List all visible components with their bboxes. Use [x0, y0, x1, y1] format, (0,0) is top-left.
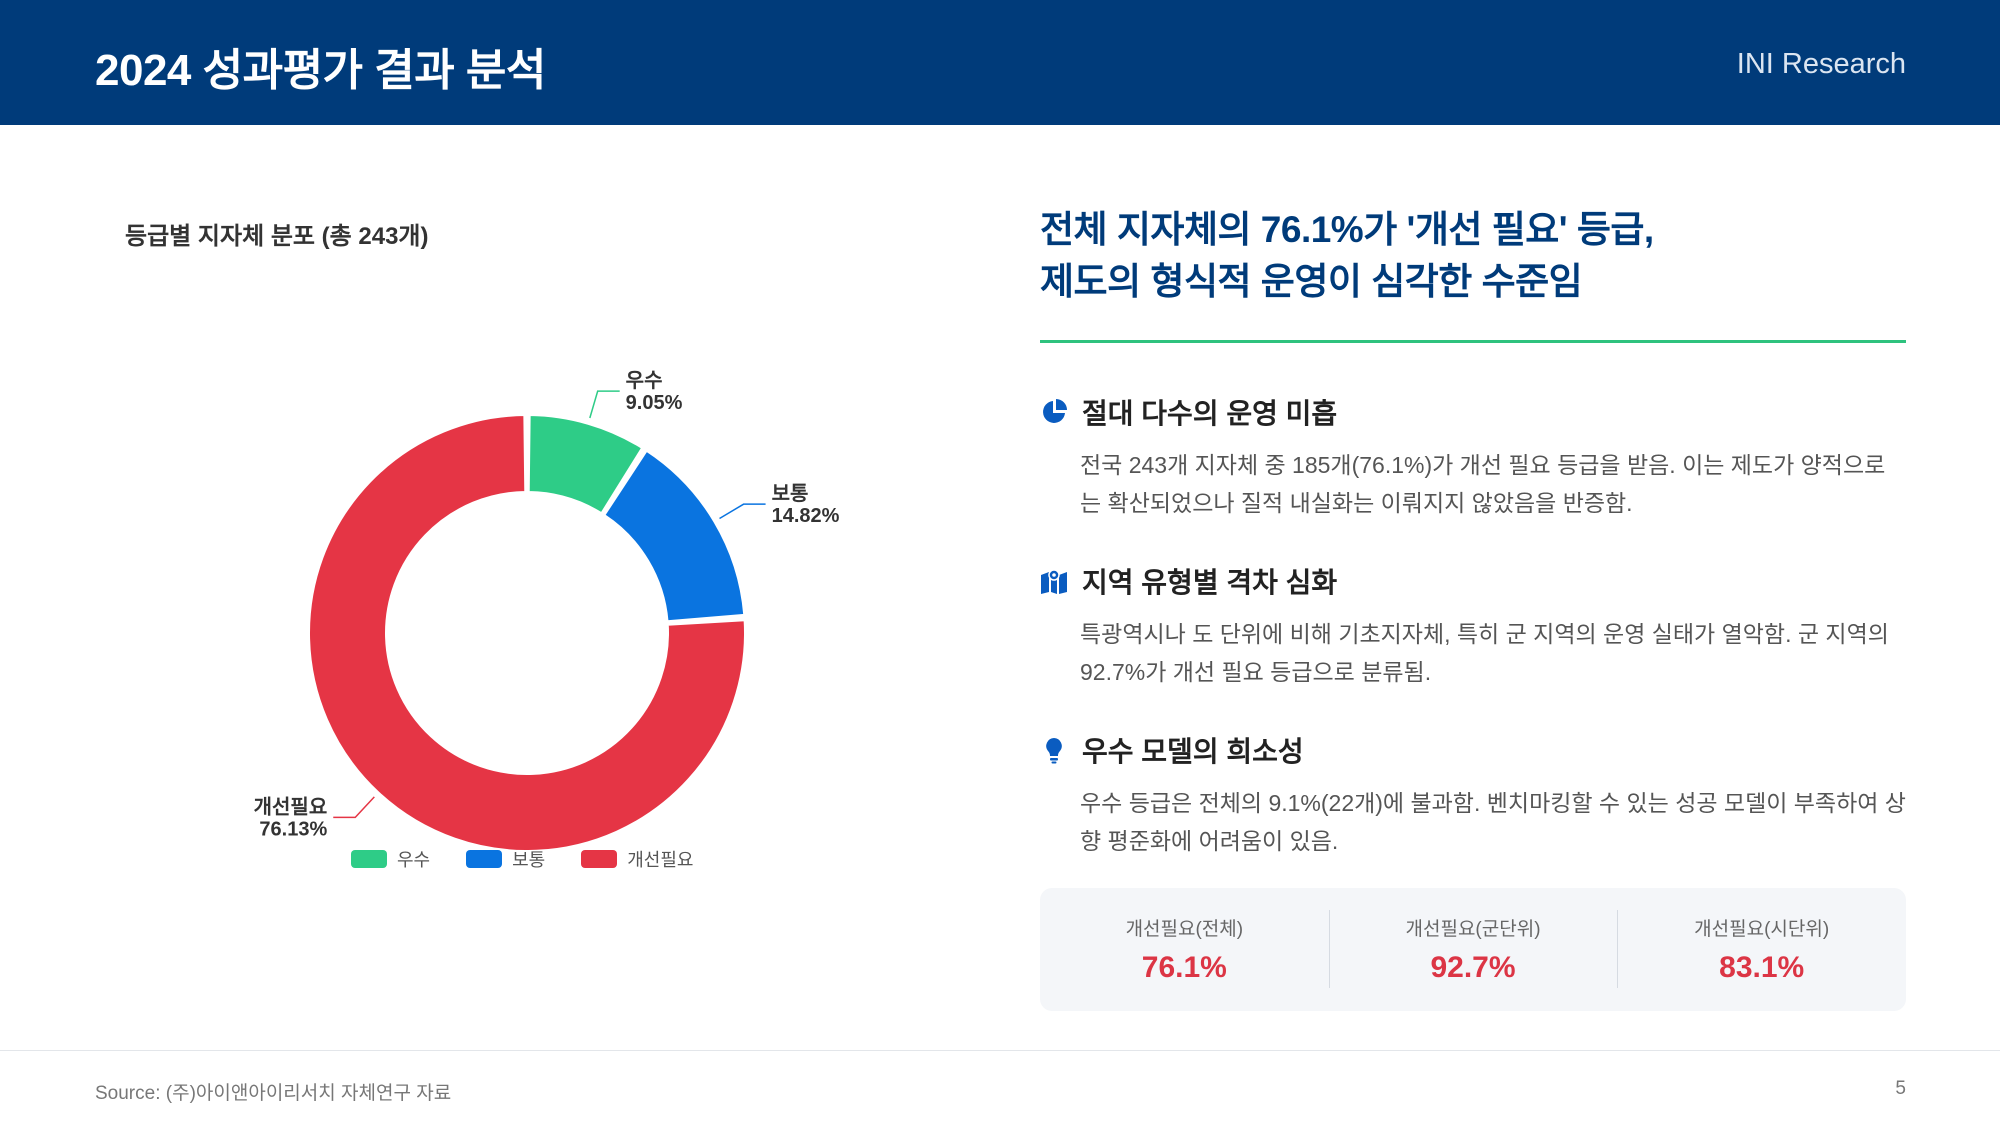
- pie-chart-icon: [1040, 398, 1068, 426]
- chart-legend: 우수 보통 개선필요: [351, 846, 694, 872]
- slice-value-label: 76.13%: [259, 818, 327, 840]
- insight-point-3: 우수 모델의 희소성 우수 등급은 전체의 9.1%(22개)에 불과함. 벤치…: [1040, 730, 1906, 860]
- chart-title: 등급별 지자체 분포 (총 243개): [125, 223, 429, 250]
- slice-category-label: 우수: [626, 369, 663, 392]
- stat-label: 개선필요(시단위): [1694, 919, 1830, 940]
- point-title: 우수 모델의 희소성: [1082, 736, 1304, 767]
- stat-overall: 개선필요(전체) 76.1%: [1040, 914, 1329, 985]
- legend-item-needs-improvement: 개선필요: [581, 846, 694, 872]
- lightbulb-icon: [1040, 736, 1068, 764]
- divider: [1040, 340, 1906, 343]
- point-body: 우수 등급은 전체의 9.1%(22개)에 불과함. 벤치마킹할 수 있는 성공…: [1080, 790, 1906, 854]
- legend-label: 보통: [512, 850, 546, 870]
- map-icon: [1040, 567, 1068, 595]
- legend-item-excellent: 우수: [351, 846, 430, 872]
- header-bar: 2024 성과평가 결과 분석 INI Research: [0, 0, 2000, 125]
- slice-value-label: 14.82%: [772, 505, 840, 527]
- footer-divider: [0, 1050, 2000, 1051]
- point-body: 전국 243개 지자체 중 185개(76.1%)가 개선 필요 등급을 받음.…: [1080, 452, 1886, 516]
- label-leader-line: [333, 796, 375, 819]
- stat-label: 개선필요(군단위): [1405, 919, 1541, 940]
- legend-swatch: [581, 850, 618, 868]
- headline-line-2: 제도의 형식적 운영이 심각한 수준임: [1040, 261, 1583, 302]
- stat-value: 92.7%: [1430, 951, 1516, 984]
- stat-label: 개선필요(전체): [1125, 919, 1244, 940]
- slice-needs-improvement: [308, 414, 746, 850]
- point-title: 지역 유형별 격차 심화: [1082, 567, 1338, 598]
- legend-swatch: [351, 850, 387, 868]
- stat-county: 개선필요(군단위) 92.7%: [1328, 910, 1618, 988]
- brand-name: INI Research: [1736, 48, 1906, 80]
- stat-value: 76.1%: [1141, 951, 1227, 984]
- legend-swatch: [466, 850, 503, 868]
- insight-headline: 전체 지자체의 76.1%가 '개선 필요' 등급, 제도의 형식적 운영이 심…: [1040, 204, 1900, 308]
- stats-panel: 개선필요(전체) 76.1% 개선필요(군단위) 92.7% 개선필요(시단위)…: [1040, 888, 1906, 1011]
- legend-label: 개선필요: [627, 850, 694, 870]
- label-leader-line: [719, 503, 766, 520]
- insight-point-2: 지역 유형별 격차 심화 특광역시나 도 단위에 비해 기초지자체, 특히 군 …: [1040, 561, 1906, 691]
- legend-item-normal: 보통: [466, 846, 545, 872]
- source-note: Source: (주)아이앤아이리서치 자체연구 자료: [95, 1083, 452, 1104]
- slice-category-label: 보통: [772, 482, 809, 505]
- headline-line-1: 전체 지자체의 76.1%가 '개선 필요' 등급,: [1040, 209, 1654, 250]
- stat-city: 개선필요(시단위) 83.1%: [1617, 910, 1906, 988]
- stat-value: 83.1%: [1719, 951, 1805, 984]
- label-leader-line: [589, 390, 620, 419]
- point-body: 특광역시나 도 단위에 비해 기초지자체, 특히 군 지역의 운영 실태가 열악…: [1080, 621, 1889, 685]
- insight-point-1: 절대 다수의 운영 미흡 전국 243개 지자체 중 185개(76.1%)가 …: [1040, 392, 1906, 522]
- point-title: 절대 다수의 운영 미흡: [1082, 398, 1338, 429]
- page-number: 5: [1895, 1078, 1906, 1099]
- page-title: 2024 성과평가 결과 분석: [95, 46, 546, 95]
- slice-normal: [603, 449, 746, 623]
- slice-value-label: 9.05%: [626, 392, 683, 414]
- slice-excellent: [527, 414, 644, 515]
- legend-label: 우수: [397, 850, 431, 870]
- slice-category-label: 개선필요: [254, 795, 328, 818]
